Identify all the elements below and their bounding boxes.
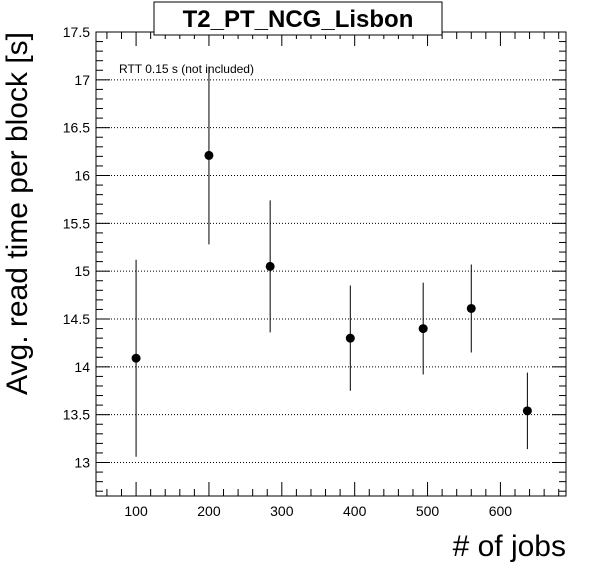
y-tick-label: 16 — [74, 168, 90, 184]
x-tick-label: 500 — [416, 503, 440, 519]
y-tick-label: 15.5 — [63, 215, 90, 231]
y-tick-label: 17 — [74, 72, 90, 88]
y-tick-label: 13 — [74, 455, 90, 471]
rtt-annotation: RTT 0.15 s (not included) — [119, 62, 254, 76]
data-point — [204, 150, 214, 160]
x-tick-label: 400 — [343, 503, 367, 519]
y-tick-label: 16.5 — [63, 120, 90, 136]
title-box: T2_PT_NCG_Lisbon — [153, 1, 443, 36]
x-tick-label: 100 — [124, 503, 148, 519]
x-axis-title: # of jobs — [453, 530, 566, 563]
grid — [96, 31, 566, 464]
data-point — [418, 324, 428, 334]
x-tick-label: 600 — [489, 503, 513, 519]
data-point — [131, 353, 141, 363]
y-tick-label: 13.5 — [63, 407, 90, 423]
chart-title: T2_PT_NCG_Lisbon — [183, 6, 414, 33]
y-tick-label: 14 — [74, 359, 90, 375]
data-point — [522, 406, 532, 416]
data-points — [131, 66, 532, 457]
x-tick-labels: 100 200 300 400 500 600 — [124, 503, 512, 519]
title-box-frame — [153, 1, 443, 36]
data-point — [345, 333, 355, 343]
data-point — [265, 261, 275, 271]
x-tick-label: 300 — [270, 503, 294, 519]
y-tick-labels: 13 13.5 14 14.5 15 15.5 16 16.5 17 17.5 — [63, 24, 90, 471]
data-point — [466, 303, 476, 313]
y-axis-title: Avg. read time per block [s] — [1, 32, 34, 395]
x-tick-label: 200 — [197, 503, 221, 519]
y-tick-label: 17.5 — [63, 24, 90, 40]
y-tick-label: 15 — [74, 263, 90, 279]
y-tick-label: 14.5 — [63, 311, 90, 327]
